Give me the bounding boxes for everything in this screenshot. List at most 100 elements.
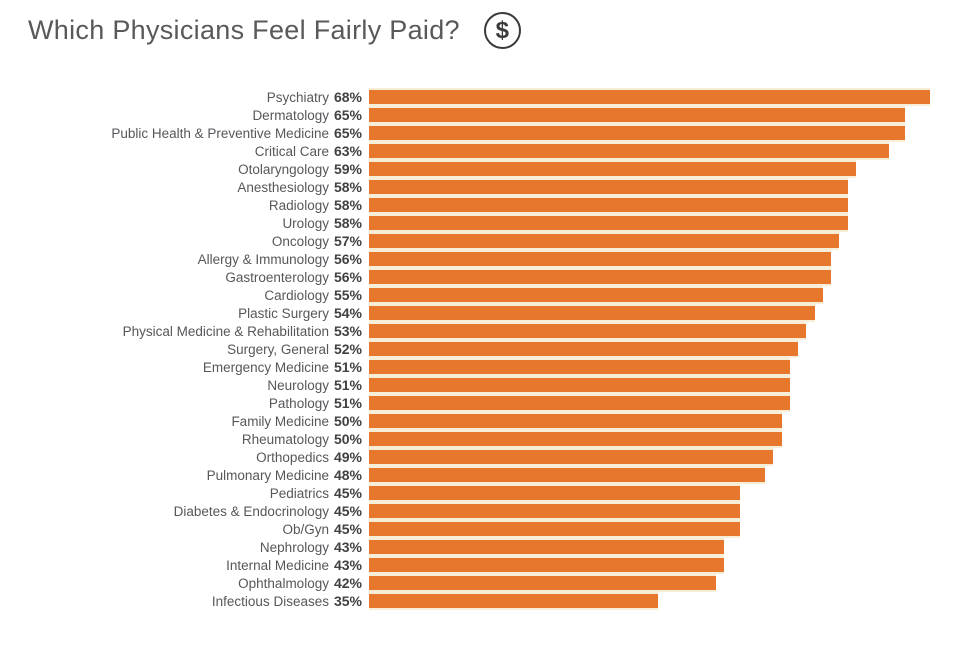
specialty-label: Radiology: [268, 197, 329, 213]
bar: [369, 412, 782, 430]
specialty-label: Urology: [282, 215, 329, 231]
bar: [369, 304, 815, 322]
bar: [369, 286, 823, 304]
percent-label: 56%: [333, 268, 362, 285]
dollar-symbol: $: [495, 16, 510, 44]
row-label-cell: Pediatrics 45%: [0, 484, 362, 503]
bar-track: [369, 232, 930, 250]
header: Which Physicians Feel Fairly Paid? $: [28, 12, 521, 49]
specialty-label: Pulmonary Medicine: [206, 467, 329, 483]
bar: [369, 124, 906, 142]
row-label-cell: Cardiology 55%: [0, 286, 362, 305]
bar-track: [369, 106, 930, 124]
row-label-cell: Critical Care 63%: [0, 142, 362, 161]
row-label-cell: Anesthesiology 58%: [0, 178, 362, 197]
chart-row: Psychiatry 68%: [0, 88, 930, 106]
bar-track: [369, 124, 930, 142]
chart-row: Infectious Diseases 35%: [0, 592, 930, 610]
chart-row: Oncology 57%: [0, 232, 930, 250]
row-label-cell: Pulmonary Medicine 48%: [0, 466, 362, 485]
bar: [369, 538, 724, 556]
row-label-cell: Otolaryngology 59%: [0, 160, 362, 179]
bar: [369, 160, 856, 178]
row-label-cell: Plastic Surgery 54%: [0, 304, 362, 323]
bar-track: [369, 196, 930, 214]
bar-track: [369, 502, 930, 520]
bar: [369, 214, 848, 232]
bar-track: [369, 592, 930, 610]
chart-row: Ob/Gyn 45%: [0, 520, 930, 538]
specialty-label: Cardiology: [264, 287, 329, 303]
specialty-label: Infectious Diseases: [211, 593, 329, 609]
specialty-label: Psychiatry: [266, 89, 329, 105]
specialty-label: Oncology: [271, 233, 329, 249]
percent-label: 54%: [333, 304, 362, 321]
bar: [369, 232, 840, 250]
bar-track: [369, 268, 930, 286]
bar-chart: Psychiatry 68% Dermatology 65% Public Heal…: [0, 88, 930, 610]
chart-row: Neurology 51%: [0, 376, 930, 394]
chart-row: Rheumatology 50%: [0, 430, 930, 448]
specialty-label: Dermatology: [252, 107, 329, 123]
specialty-label: Physical Medicine & Rehabilitation: [122, 323, 329, 339]
bar-track: [369, 556, 930, 574]
row-label-cell: Family Medicine 50%: [0, 412, 362, 431]
specialty-label: Anesthesiology: [237, 179, 329, 195]
row-label-cell: Orthopedics 49%: [0, 448, 362, 467]
bar-track: [369, 340, 930, 358]
row-label-cell: Allergy & Immunology 56%: [0, 250, 362, 269]
percent-label: 45%: [333, 484, 362, 501]
specialty-label: Otolaryngology: [238, 161, 329, 177]
row-label-cell: Radiology 58%: [0, 196, 362, 215]
row-label-cell: Physical Medicine & Rehabilitation 53%: [0, 322, 362, 341]
percent-label: 56%: [333, 250, 362, 267]
bar: [369, 142, 889, 160]
bar: [369, 448, 774, 466]
row-label-cell: Pathology 51%: [0, 394, 362, 413]
bar-track: [369, 142, 930, 160]
dollar-circle-icon: $: [483, 12, 521, 49]
specialty-label: Pathology: [268, 395, 329, 411]
chart-row: Emergency Medicine 51%: [0, 358, 930, 376]
percent-label: 49%: [333, 448, 362, 465]
chart-rows: Psychiatry 68% Dermatology 65% Public Heal…: [0, 88, 930, 610]
bar: [369, 466, 765, 484]
chart-row: Physical Medicine & Rehabilitation 53%: [0, 322, 930, 340]
row-label-cell: Psychiatry 68%: [0, 88, 362, 107]
bar-track: [369, 520, 930, 538]
percent-label: 53%: [333, 322, 362, 339]
percent-label: 58%: [333, 196, 362, 213]
chart-row: Dermatology 65%: [0, 106, 930, 124]
chart-row: Cardiology 55%: [0, 286, 930, 304]
percent-label: 35%: [333, 592, 362, 609]
bar-track: [369, 304, 930, 322]
bar-track: [369, 322, 930, 340]
chart-row: Radiology 58%: [0, 196, 930, 214]
bar-track: [369, 178, 930, 196]
chart-row: Anesthesiology 58%: [0, 178, 930, 196]
row-label-cell: Public Health & Preventive Medicine 65%: [0, 124, 362, 143]
bar: [369, 178, 848, 196]
percent-label: 59%: [333, 160, 362, 177]
specialty-label: Neurology: [267, 377, 329, 393]
bar: [369, 574, 716, 592]
bar-track: [369, 88, 930, 106]
chart-row: Critical Care 63%: [0, 142, 930, 160]
chart-row: Pathology 51%: [0, 394, 930, 412]
specialty-label: Surgery, General: [227, 341, 329, 357]
bar: [369, 88, 930, 106]
row-label-cell: Internal Medicine 43%: [0, 556, 362, 575]
chart-row: Pediatrics 45%: [0, 484, 930, 502]
bar: [369, 520, 741, 538]
chart-row: Otolaryngology 59%: [0, 160, 930, 178]
bar-track: [369, 394, 930, 412]
bar: [369, 592, 658, 610]
specialty-label: Diabetes & Endocrinology: [173, 503, 329, 519]
percent-label: 55%: [333, 286, 362, 303]
percent-label: 45%: [333, 520, 362, 537]
percent-label: 65%: [333, 106, 362, 123]
bar-track: [369, 286, 930, 304]
bar: [369, 196, 848, 214]
row-label-cell: Ophthalmology 42%: [0, 574, 362, 593]
